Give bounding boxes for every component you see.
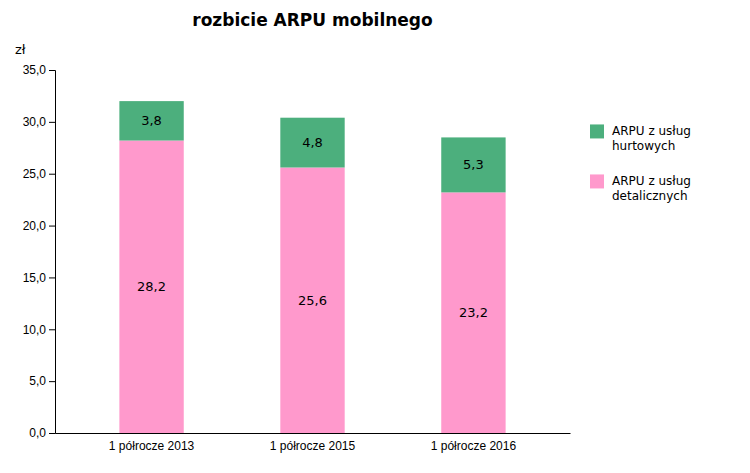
x-tick: 1 półrocze 2015	[270, 439, 356, 453]
bars	[119, 101, 505, 433]
y-tick-label: 15,0	[23, 271, 47, 285]
y-tick-mark	[49, 226, 55, 227]
data-label: 5,3	[463, 157, 484, 172]
y-tick-mark	[49, 122, 55, 123]
legend-swatch	[590, 174, 604, 188]
x-tick-label: 1 półrocze 2016	[431, 439, 517, 453]
y-tick: 20,0	[23, 219, 55, 233]
y-tick: 10,0	[23, 323, 55, 337]
x-tick: 1 półrocze 2016	[431, 439, 517, 453]
y-tick: 35,0	[23, 63, 55, 77]
y-tick: 0,0	[29, 426, 55, 440]
y-tick-mark	[49, 70, 55, 71]
legend-label: ARPU z usłughurtowych	[612, 124, 691, 152]
y-tick-mark	[49, 433, 55, 434]
y-tick: 25,0	[23, 167, 55, 181]
legend-item: ARPU z usługdetalicznych	[590, 174, 691, 202]
y-tick: 30,0	[23, 115, 55, 129]
data-label: 28,2	[137, 279, 166, 294]
bar	[441, 137, 505, 192]
bar	[441, 192, 505, 433]
chart: 0,0 5,0 10,0 15,0 20,0 25,0 30,0 35,0 1 półrocze…	[0, 0, 750, 473]
x-tick-label: 1 półrocze 2015	[270, 439, 356, 453]
y-tick-label: 0,0	[29, 426, 46, 440]
data-label: 4,8	[302, 135, 323, 150]
data-label: 25,6	[298, 293, 327, 308]
bar	[280, 118, 344, 168]
legend-item: ARPU z usłughurtowych	[590, 124, 691, 152]
y-tick-label: 10,0	[23, 323, 47, 337]
y-tick-label: 30,0	[23, 115, 47, 129]
bar	[280, 167, 344, 433]
y-tick-mark	[49, 174, 55, 175]
plot: 0,0 5,0 10,0 15,0 20,0 25,0 30,0 35,0 1 półrocze…	[23, 63, 571, 452]
y-tick-mark	[49, 277, 55, 278]
y-axis: 0,0 5,0 10,0 15,0 20,0 25,0 30,0 35,0	[23, 63, 56, 440]
y-tick-mark	[49, 329, 55, 330]
legend: ARPU z usłughurtowych ARPU z usługdetalic…	[590, 124, 691, 202]
legend-swatch	[590, 124, 604, 138]
y-tick-label: 35,0	[23, 63, 47, 77]
y-tick: 15,0	[23, 271, 55, 285]
bar	[119, 101, 183, 140]
data-label: 23,2	[459, 305, 488, 320]
y-tick-label: 25,0	[23, 167, 47, 181]
y-axis-label: zł	[15, 42, 26, 57]
data-label: 3,8	[141, 113, 162, 128]
data-labels: 28,2 25,6 23,2 3,8 4,8 5,3	[137, 113, 488, 320]
y-axis-line	[49, 71, 56, 434]
bar	[119, 141, 183, 433]
y-tick-label: 5,0	[29, 374, 46, 388]
y-tick-label: 20,0	[23, 219, 47, 233]
legend-label: ARPU z usługdetalicznych	[612, 174, 691, 202]
y-tick-mark	[49, 381, 55, 382]
y-tick: 5,0	[29, 374, 55, 388]
title: rozbicie ARPU mobilnego	[192, 10, 432, 30]
x-axis-line	[56, 433, 571, 434]
series	[119, 101, 505, 192]
x-tick: 1 półrocze 2013	[109, 439, 195, 453]
x-axis: 1 półrocze 2013 1 półrocze 2015 1 półrocze…	[56, 434, 571, 453]
x-tick-label: 1 półrocze 2013	[109, 439, 195, 453]
